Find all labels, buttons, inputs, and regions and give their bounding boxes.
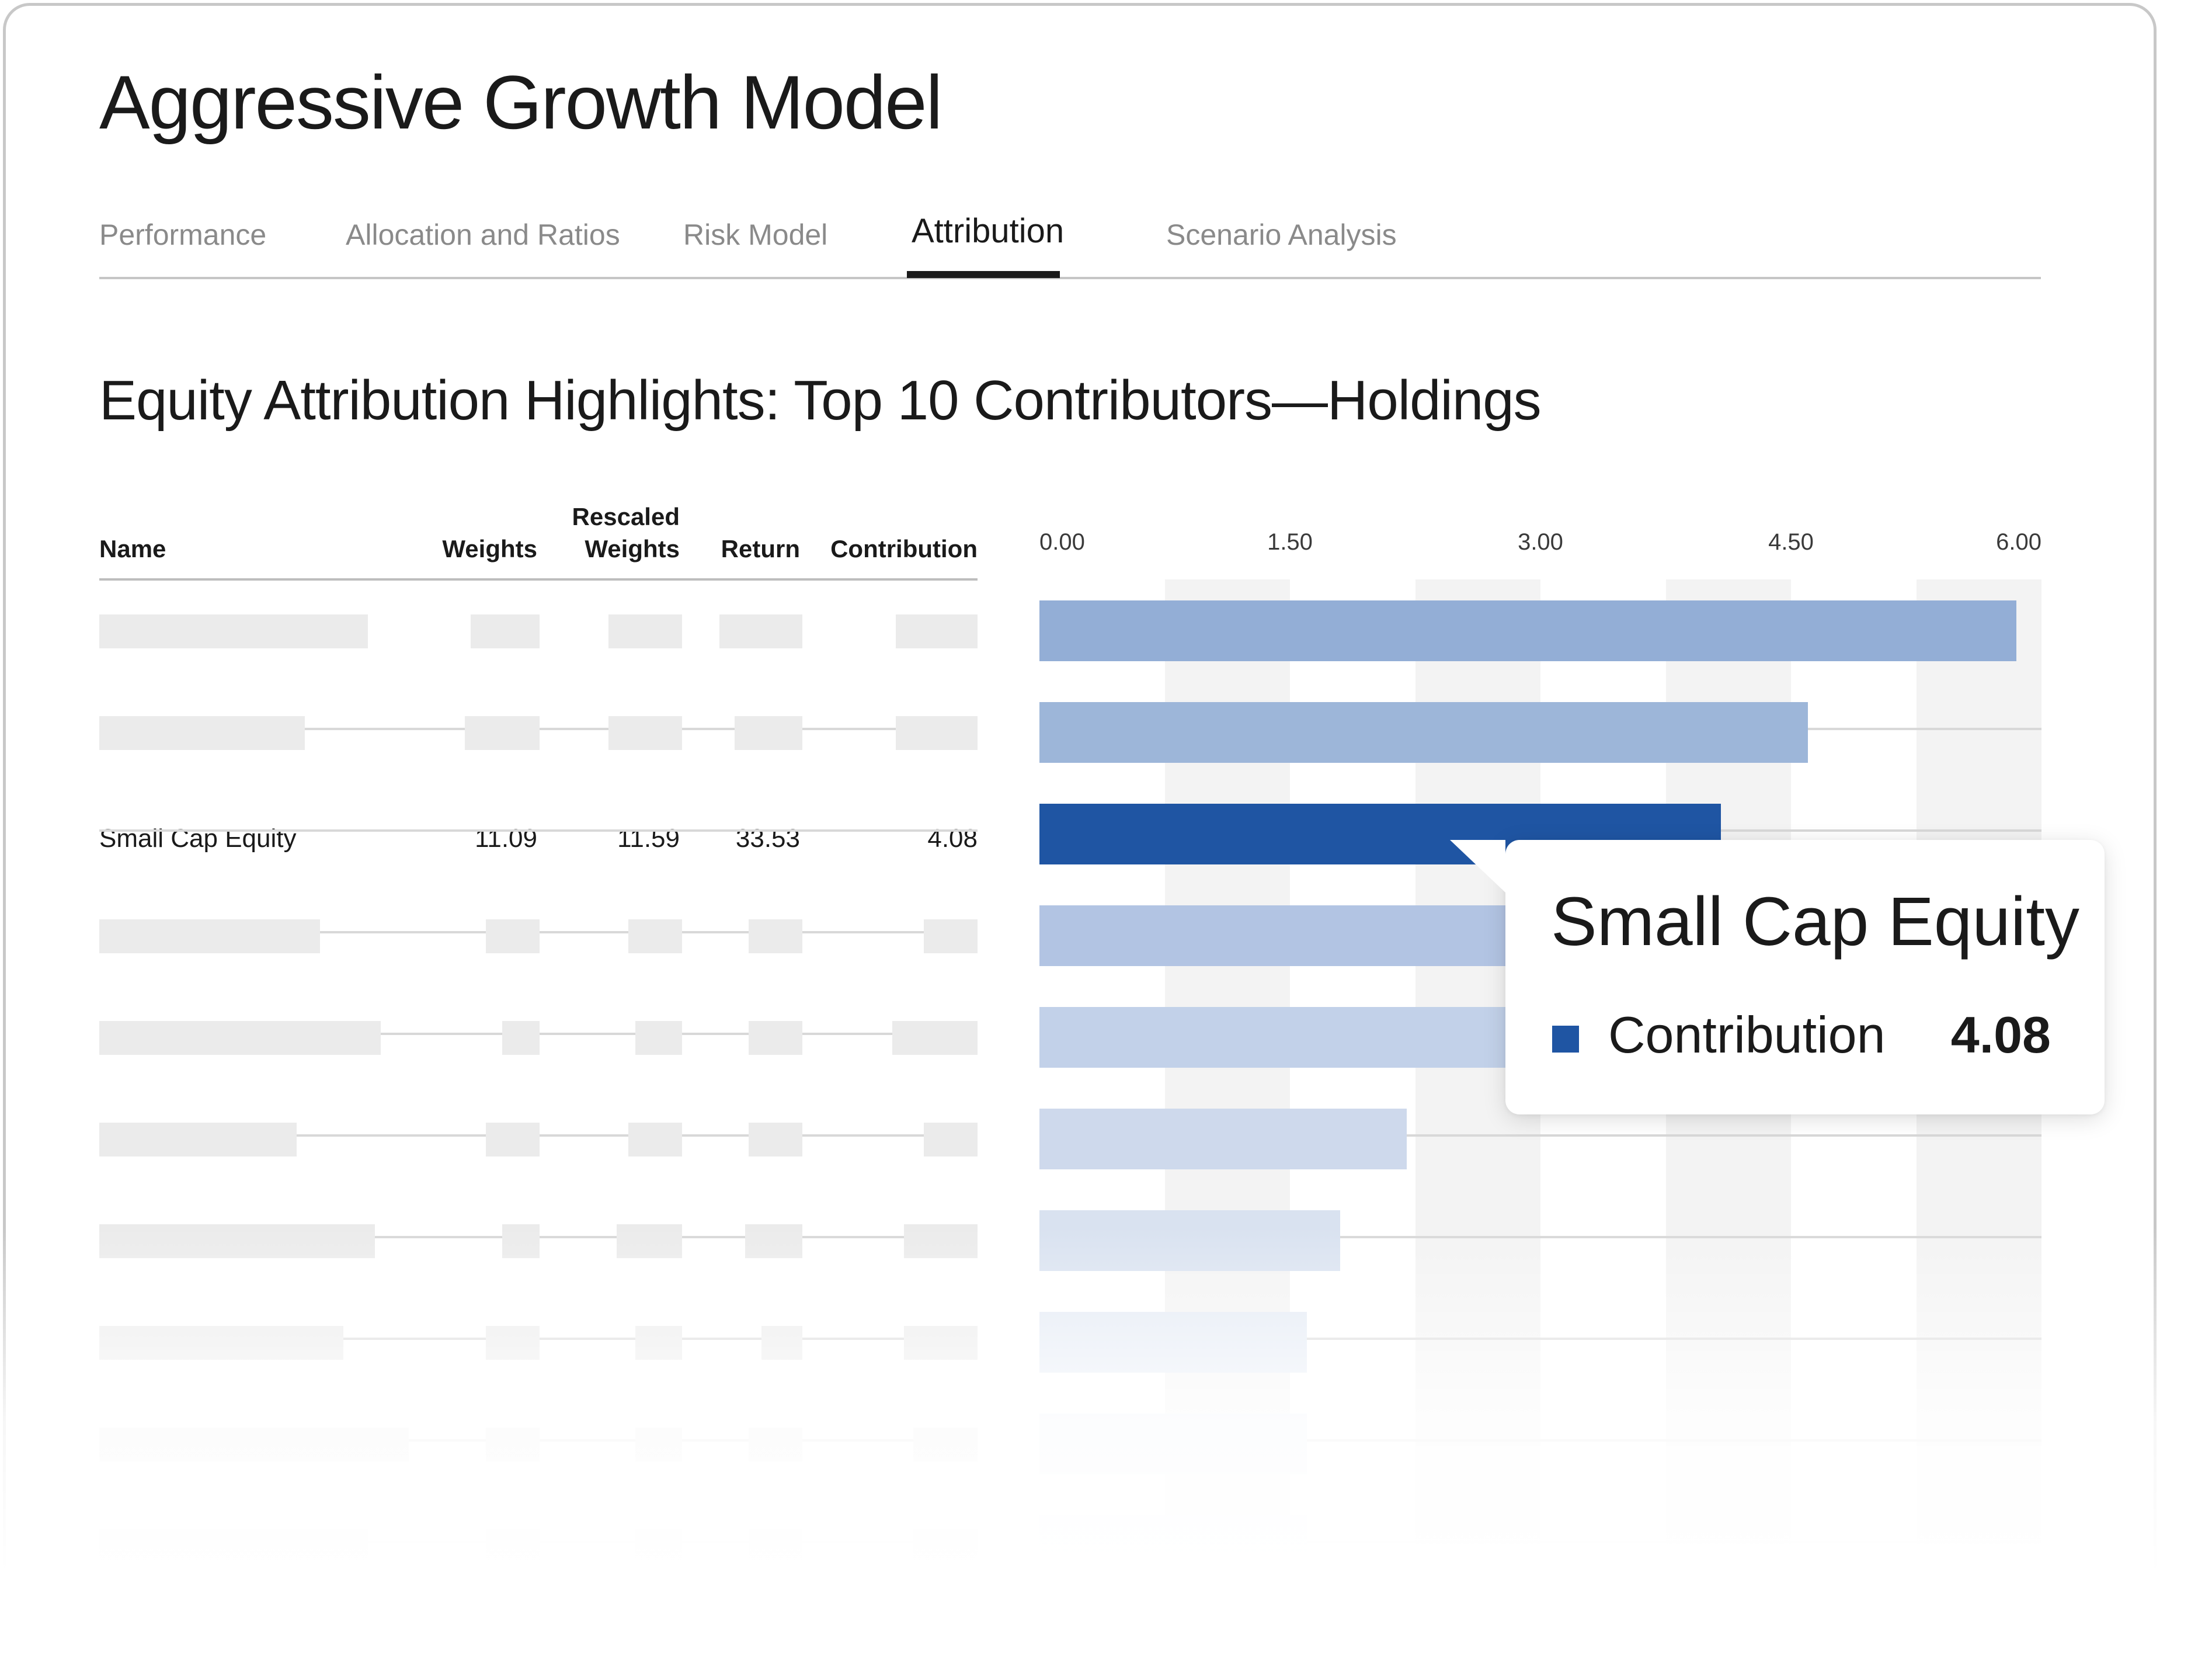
page-title: Aggressive Growth Model: [99, 60, 942, 145]
table-row-divider: [99, 829, 978, 832]
placeholder-value-cell: [635, 1529, 682, 1563]
placeholder-value-cell: [608, 614, 682, 648]
contribution-bar[interactable]: [1039, 905, 1574, 966]
placeholder-value-cell: [502, 1021, 540, 1055]
placeholder-name-cell: [99, 1123, 297, 1157]
placeholder-value-cell: [749, 1428, 802, 1461]
placeholder-name-cell: [99, 1021, 381, 1055]
placeholder-value-cell: [486, 919, 540, 953]
placeholder-name-cell: [99, 1529, 368, 1563]
contribution-bar[interactable]: [1039, 1109, 1407, 1169]
column-header-return[interactable]: Return: [721, 535, 800, 562]
table-header-divider: [99, 578, 978, 581]
chart-row-divider: [1039, 1134, 2041, 1137]
placeholder-value-cell: [924, 919, 978, 953]
active-tab-indicator: [907, 271, 1060, 278]
column-header-name[interactable]: Name: [99, 535, 166, 562]
placeholder-name-cell: [99, 1224, 375, 1258]
contribution-bar[interactable]: [1039, 1414, 1307, 1474]
placeholder-value-cell: [628, 1123, 682, 1157]
placeholder-value-cell: [502, 1224, 540, 1258]
column-header-weights[interactable]: Weights: [442, 535, 537, 562]
placeholder-value-cell: [896, 716, 978, 750]
placeholder-value-cell: [749, 1021, 802, 1055]
column-header-rescaled-line1[interactable]: Rescaled: [572, 503, 680, 530]
x-axis-tick-label: 0.00: [1039, 529, 1085, 555]
placeholder-value-cell: [628, 919, 682, 953]
placeholder-value-cell: [635, 1326, 682, 1360]
x-axis-tick-label: 3.00: [1518, 529, 1563, 555]
tooltip-legend-swatch: [1552, 1026, 1579, 1053]
tab-performance[interactable]: Performance: [99, 218, 267, 251]
x-axis-tick-label: 6.00: [1996, 529, 2041, 555]
tab-scenario-analysis[interactable]: Scenario Analysis: [1166, 218, 1397, 251]
tooltip-series-label: Contribution: [1608, 1006, 1886, 1064]
contribution-bar[interactable]: [1039, 1007, 1532, 1068]
row-name[interactable]: Small Cap Equity: [99, 824, 297, 853]
placeholder-value-cell: [913, 1428, 978, 1461]
placeholder-value-cell: [749, 1529, 802, 1563]
placeholder-value-cell: [635, 1021, 682, 1055]
tab-attribution[interactable]: Attribution: [912, 212, 1065, 250]
column-header-rescaled-line2[interactable]: Weights: [585, 535, 680, 562]
placeholder-value-cell: [486, 1529, 540, 1563]
placeholder-name-cell: [99, 614, 368, 648]
placeholder-value-cell: [617, 1224, 682, 1258]
placeholder-name-cell: [99, 1326, 343, 1360]
row-contribution: 4.08: [927, 824, 978, 853]
row-rescaled-weights: 11.59: [617, 824, 680, 853]
tooltip-title: Small Cap Equity: [1551, 883, 2080, 960]
tab-risk-model[interactable]: Risk Model: [683, 218, 828, 251]
placeholder-value-cell: [486, 1326, 540, 1360]
contribution-bar[interactable]: [1039, 1515, 1307, 1576]
placeholder-value-cell: [486, 1428, 540, 1461]
contribution-bar[interactable]: [1039, 1312, 1307, 1373]
placeholder-value-cell: [735, 716, 802, 750]
tooltip-pointer: [1450, 840, 1505, 892]
placeholder-value-cell: [904, 1326, 978, 1360]
placeholder-value-cell: [904, 1224, 978, 1258]
placeholder-value-cell: [608, 716, 682, 750]
placeholder-name-cell: [99, 716, 305, 750]
placeholder-name-cell: [99, 919, 320, 953]
column-header-contribution[interactable]: Contribution: [830, 535, 978, 562]
placeholder-value-cell: [471, 614, 540, 648]
placeholder-name-cell: [99, 1428, 409, 1461]
placeholder-value-cell: [896, 614, 978, 648]
placeholder-value-cell: [924, 1123, 978, 1157]
placeholder-value-cell: [635, 1428, 682, 1461]
row-weights: 11.09: [475, 824, 537, 853]
contribution-bar[interactable]: [1039, 600, 2017, 661]
placeholder-value-cell: [719, 614, 802, 648]
x-axis-tick-label: 1.50: [1267, 529, 1313, 555]
placeholder-value-cell: [892, 1021, 978, 1055]
tab-allocation-and-ratios[interactable]: Allocation and Ratios: [346, 218, 620, 251]
tab-divider: [99, 277, 2041, 279]
x-axis-tick-label: 4.50: [1768, 529, 1814, 555]
placeholder-value-cell: [749, 919, 802, 953]
chart-tooltip: Small Cap Equity Contribution 4.08: [1450, 840, 2105, 1114]
placeholder-value-cell: [761, 1326, 802, 1360]
section-title: Equity Attribution Highlights: Top 10 Co…: [99, 369, 1542, 432]
placeholder-value-cell: [749, 1123, 802, 1157]
placeholder-value-cell: [913, 1529, 978, 1563]
placeholder-value-cell: [486, 1123, 540, 1157]
contribution-bar[interactable]: [1039, 702, 1808, 763]
contribution-bar[interactable]: [1039, 1210, 1340, 1271]
placeholder-value-cell: [465, 716, 540, 750]
placeholder-value-cell: [745, 1224, 802, 1258]
tooltip-value: 4.08: [1950, 1006, 2051, 1064]
row-return: 33.53: [735, 824, 800, 853]
